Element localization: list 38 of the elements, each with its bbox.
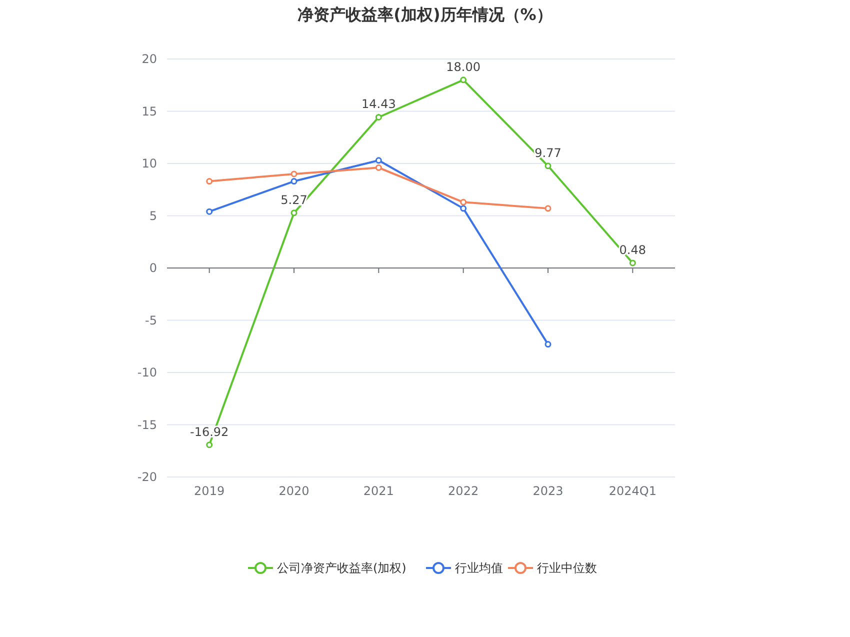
data-label: 18.00 — [446, 60, 481, 74]
y-tick-label: 15 — [142, 104, 157, 118]
x-tick-label: 2024Q1 — [608, 484, 656, 498]
y-tick-label: -10 — [137, 366, 157, 380]
y-tick-label: 5 — [149, 208, 157, 223]
point — [290, 178, 298, 185]
point — [629, 260, 636, 266]
point — [290, 170, 298, 178]
y-tick-label: -20 — [137, 470, 157, 484]
point — [544, 162, 552, 170]
y-tick-label: 20 — [142, 52, 157, 66]
x-tick-label: 2021 — [363, 484, 394, 498]
x-tick-label: 2022 — [448, 484, 479, 498]
data-label: 14.43 — [361, 97, 396, 112]
point — [544, 341, 552, 348]
point — [460, 198, 467, 206]
point — [544, 205, 552, 212]
y-tick-label: 0 — [149, 261, 157, 275]
point — [460, 76, 467, 84]
legend-label: 行业均值 — [455, 561, 503, 575]
point — [206, 178, 213, 185]
point — [460, 205, 467, 212]
x-tick-label: 2020 — [278, 484, 310, 498]
point — [375, 114, 382, 120]
point — [206, 442, 213, 448]
point — [375, 157, 382, 164]
x-tick-label: 2019 — [194, 484, 225, 498]
y-tick-label: 10 — [142, 156, 157, 170]
point — [375, 164, 382, 171]
y-tick-label: -5 — [145, 313, 157, 328]
chart-title: 净资产收益率(加权)历年情况（%） — [298, 5, 552, 24]
data-label: 9.77 — [534, 146, 562, 160]
point — [290, 210, 298, 216]
point — [206, 208, 213, 215]
legend-label: 公司净资产收益率(加权) — [277, 561, 406, 575]
legend-label: 行业中位数 — [537, 561, 597, 575]
x-tick-label: 2023 — [532, 484, 564, 498]
y-tick-label: -15 — [137, 418, 157, 432]
